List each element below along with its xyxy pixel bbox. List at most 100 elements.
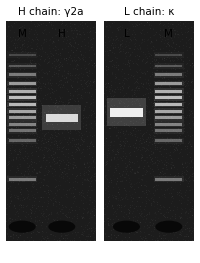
Point xyxy=(121,24,124,29)
Point xyxy=(65,29,69,33)
Point xyxy=(67,42,70,46)
Point xyxy=(139,179,142,183)
Point xyxy=(63,233,66,237)
Point xyxy=(64,220,67,224)
Point xyxy=(70,35,73,39)
Point xyxy=(149,19,152,23)
Point xyxy=(84,82,88,86)
Point xyxy=(71,206,74,210)
Point xyxy=(29,148,33,153)
Point xyxy=(59,70,62,74)
Point xyxy=(58,202,61,206)
Point xyxy=(192,95,195,99)
Point xyxy=(24,147,27,151)
Point xyxy=(161,102,164,106)
Point xyxy=(123,195,126,199)
Point xyxy=(166,73,170,77)
Point xyxy=(121,61,124,65)
Point xyxy=(145,20,149,24)
Point xyxy=(43,118,46,122)
Point xyxy=(120,179,123,183)
Point xyxy=(32,118,35,123)
Point xyxy=(131,128,135,132)
Point xyxy=(135,213,138,217)
Point xyxy=(15,193,18,197)
Point xyxy=(61,74,64,78)
Point xyxy=(22,228,25,232)
Point xyxy=(131,219,135,223)
Point xyxy=(49,211,53,215)
Point xyxy=(25,118,28,123)
Point xyxy=(11,98,14,102)
Point xyxy=(63,219,66,223)
Point xyxy=(94,207,97,211)
Point xyxy=(56,128,59,132)
Point xyxy=(178,59,181,64)
Point xyxy=(137,165,140,169)
Point xyxy=(167,91,170,95)
Point xyxy=(108,134,111,138)
Point xyxy=(47,38,50,42)
Point xyxy=(31,165,35,169)
Point xyxy=(145,56,149,60)
Point xyxy=(72,50,75,54)
Point xyxy=(124,135,128,140)
Point xyxy=(21,119,24,123)
Point xyxy=(126,86,129,90)
Point xyxy=(174,177,177,181)
Point xyxy=(73,150,76,154)
Point xyxy=(18,203,21,207)
Point xyxy=(166,207,169,211)
Point xyxy=(6,219,9,223)
Point xyxy=(46,199,49,203)
Point xyxy=(72,133,75,137)
Point xyxy=(188,113,191,117)
Point xyxy=(182,29,186,33)
Point xyxy=(123,132,127,136)
Point xyxy=(61,175,64,179)
Point xyxy=(89,174,92,179)
Point xyxy=(47,161,50,165)
Point xyxy=(121,239,124,243)
Point xyxy=(39,36,43,40)
Point xyxy=(140,183,143,187)
Point xyxy=(38,98,41,102)
Point xyxy=(87,137,90,141)
Point xyxy=(4,130,8,134)
Point xyxy=(111,166,114,170)
Point xyxy=(12,21,15,25)
Point xyxy=(45,158,49,163)
Point xyxy=(176,77,179,81)
Point xyxy=(19,99,23,103)
Point xyxy=(103,58,107,62)
Point xyxy=(115,207,119,211)
Point xyxy=(85,84,89,88)
Point xyxy=(125,97,128,102)
Point xyxy=(191,87,194,91)
Point xyxy=(121,201,124,206)
Point xyxy=(36,86,39,90)
Point xyxy=(38,86,41,90)
Point xyxy=(153,238,156,242)
Point xyxy=(54,134,57,138)
Point xyxy=(21,98,24,102)
Point xyxy=(114,96,117,100)
Bar xyxy=(154,81,184,87)
Point xyxy=(170,31,173,35)
Point xyxy=(139,229,142,233)
Point xyxy=(93,129,97,133)
Point xyxy=(48,89,51,93)
Point xyxy=(171,163,175,167)
Point xyxy=(10,91,13,95)
Point xyxy=(7,112,10,116)
Point xyxy=(49,97,52,102)
Point xyxy=(7,159,10,163)
Point xyxy=(10,21,13,25)
Point xyxy=(91,44,94,48)
Point xyxy=(78,49,81,53)
Point xyxy=(70,208,74,212)
Point xyxy=(144,215,148,220)
Point xyxy=(39,103,43,107)
Point xyxy=(36,38,39,42)
Point xyxy=(127,208,130,212)
